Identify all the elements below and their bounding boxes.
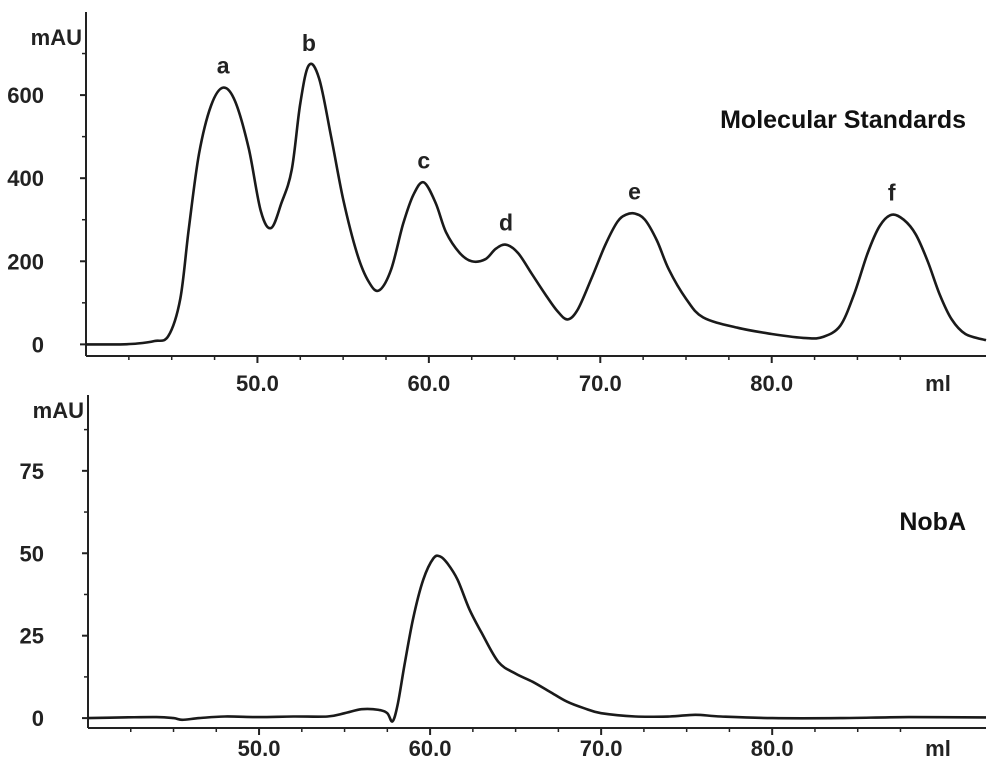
peak-labels: a b c d e f [217, 30, 896, 235]
y-tick-label: 600 [7, 83, 44, 108]
peak-label-d: d [499, 210, 513, 236]
y-tick-label: 0 [32, 706, 44, 731]
y-tick-label: 75 [20, 459, 44, 484]
bottom-y-ticks: 0 25 50 75 [20, 428, 88, 731]
molecular-standards-trace [85, 62, 987, 346]
x-tick-label: 70.0 [580, 736, 623, 761]
x-tick-label: 70.0 [579, 371, 622, 396]
y-tick-label: 400 [7, 166, 44, 191]
peak-label-b: b [302, 30, 316, 56]
peak-label-e: e [628, 178, 641, 204]
peak-label-a: a [217, 53, 230, 79]
top-y-axis-unit: mAU [31, 25, 82, 50]
top-x-ticks: 50.0 60.0 70.0 80.0 [128, 356, 902, 396]
molecular-standards-panel: mAU ml Molecular Standards 0 200 400 600 50… [7, 12, 987, 396]
x-tick-label: 60.0 [409, 736, 452, 761]
bottom-x-ticks: 50.0 60.0 70.0 80.0 [130, 728, 902, 761]
x-tick-label: 80.0 [751, 736, 794, 761]
x-tick-label: 60.0 [407, 371, 450, 396]
molecular-standards-label: Molecular Standards [720, 106, 966, 134]
noba-panel: mAU ml NobA 0 25 50 75 50.0 60.0 70.0 80.0 [20, 395, 987, 761]
peak-label-c: c [417, 147, 430, 173]
y-tick-label: 50 [20, 541, 44, 566]
x-tick-label: 50.0 [238, 736, 281, 761]
bottom-x-axis-unit: ml [925, 736, 951, 761]
y-tick-label: 200 [7, 249, 44, 274]
noba-label: NobA [899, 508, 966, 536]
y-tick-label: 0 [32, 332, 44, 357]
bottom-y-axis-unit: mAU [33, 398, 84, 423]
y-tick-label: 25 [20, 624, 44, 649]
top-x-axis-unit: ml [925, 371, 951, 396]
x-tick-label: 50.0 [236, 371, 279, 396]
peak-label-f: f [888, 180, 896, 206]
top-y-ticks: 0 200 400 600 [7, 52, 86, 357]
x-tick-label: 80.0 [750, 371, 793, 396]
noba-trace [87, 554, 987, 723]
